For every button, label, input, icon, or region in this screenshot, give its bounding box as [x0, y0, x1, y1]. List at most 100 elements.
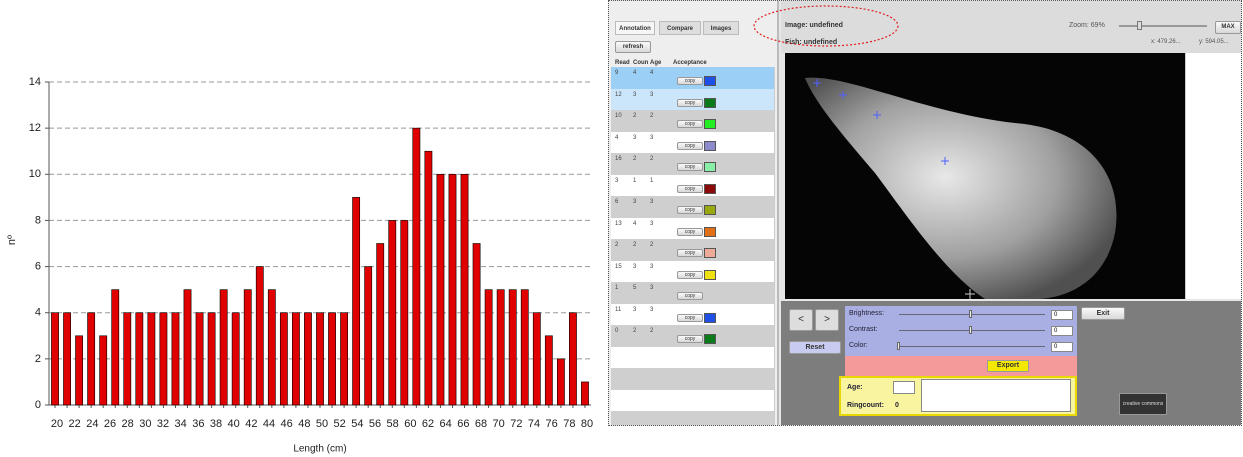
bar: [196, 313, 203, 405]
color-swatch: [704, 119, 716, 129]
bar: [449, 174, 456, 405]
copy-button: copy: [677, 314, 703, 322]
copy-button: copy: [677, 249, 703, 257]
table-cell: 3: [633, 307, 636, 313]
prev-button: <: [789, 309, 813, 331]
color-swatch: [704, 334, 716, 344]
slider-value: 0: [1051, 326, 1073, 336]
max-button: MAX: [1215, 21, 1241, 34]
bar: [425, 151, 432, 405]
bar: [581, 382, 588, 405]
bar: [112, 290, 119, 405]
x-tick-label: 70: [493, 418, 505, 430]
bar: [569, 313, 576, 405]
bar: [63, 313, 70, 405]
y-axis-title: nº: [6, 235, 18, 245]
table-cell: 15: [615, 264, 622, 270]
bar: [389, 220, 396, 405]
bar: [208, 313, 215, 405]
color-swatch: [704, 205, 716, 215]
table-cell: 9: [615, 70, 618, 76]
copy-button: copy: [677, 163, 703, 171]
table-cell: 3: [650, 199, 653, 205]
table-cell: 3: [650, 264, 653, 270]
page: {"chart_data": {"type": "bar", "y_label"…: [0, 0, 1243, 457]
table-cell: 13: [615, 221, 622, 227]
table-row: [611, 368, 775, 390]
bar: [485, 290, 492, 405]
x-axis-title: Length (cm): [293, 444, 346, 455]
slider-label: Contrast:: [849, 326, 877, 333]
license-badge: creative commons: [1119, 393, 1167, 415]
column-header: Age: [650, 60, 661, 66]
table-row: [611, 411, 775, 426]
column-header: Coun: [633, 60, 648, 66]
tab: Annotation: [615, 21, 655, 35]
table-cell: 2: [633, 156, 636, 162]
copy-button: copy: [677, 99, 703, 107]
table-cell: 3: [633, 199, 636, 205]
fish-label: Fish: undefined: [785, 39, 837, 46]
y-tick-label: 12: [29, 122, 41, 134]
bar: [377, 244, 384, 406]
column-header: Acceptance: [673, 60, 707, 66]
slider-thumb: [897, 342, 900, 350]
copy-button: copy: [677, 206, 703, 214]
x-tick-label: 20: [51, 418, 63, 430]
table-cell: 3: [650, 135, 653, 141]
bar: [256, 267, 263, 405]
copy-button: copy: [677, 228, 703, 236]
bar: [268, 290, 275, 405]
bar: [328, 313, 335, 405]
x-tick-label: 76: [546, 418, 558, 430]
copy-button: copy: [677, 185, 703, 193]
table-cell: 11: [615, 307, 621, 313]
table-cell: 5: [633, 285, 636, 291]
table-row: [611, 390, 775, 412]
x-tick-label: 36: [192, 418, 204, 430]
bar: [172, 313, 179, 405]
refresh-button: refresh: [615, 41, 651, 53]
x-tick-label: 68: [475, 418, 487, 430]
copy-button: copy: [677, 271, 703, 279]
color-swatch: [704, 248, 716, 258]
x-tick-label: 62: [422, 418, 434, 430]
bar: [509, 290, 516, 405]
bar: [316, 313, 323, 405]
export-button: Export: [987, 360, 1029, 372]
color-swatch: [704, 313, 716, 323]
y-tick-label: 10: [29, 168, 41, 180]
age-label: Age:: [847, 384, 863, 391]
y-tick-label: 2: [35, 353, 41, 365]
bar: [148, 313, 155, 405]
bar: [124, 313, 131, 405]
color-swatch: [704, 98, 716, 108]
zoom-slider: [1119, 25, 1207, 27]
y-tick-label: 14: [29, 76, 41, 88]
color-swatch: [704, 270, 716, 280]
x-tick-label: 54: [351, 418, 363, 430]
bar: [136, 313, 143, 405]
exit-button: Exit: [1081, 307, 1125, 320]
bar: [557, 359, 564, 405]
copy-button: copy: [677, 77, 703, 85]
bar: [473, 244, 480, 406]
table-cell: 3: [615, 178, 618, 184]
slider-track: [899, 330, 1045, 331]
x-tick-label: 46: [281, 418, 293, 430]
x-tick-label: 34: [175, 418, 187, 430]
otolith-image: [785, 53, 1185, 299]
table-cell: 4: [615, 135, 618, 141]
column-header: Read: [615, 60, 630, 66]
bar: [220, 290, 227, 405]
table-cell: 2: [633, 328, 636, 334]
color-swatch: [704, 162, 716, 172]
slider-label: Color:: [849, 342, 868, 349]
table-cell: 3: [650, 307, 653, 313]
x-tick-label: 50: [316, 418, 328, 430]
x-tick-label: 72: [510, 418, 522, 430]
bar: [232, 313, 239, 405]
color-swatch: [704, 184, 716, 194]
reset-button: Reset: [789, 341, 841, 354]
